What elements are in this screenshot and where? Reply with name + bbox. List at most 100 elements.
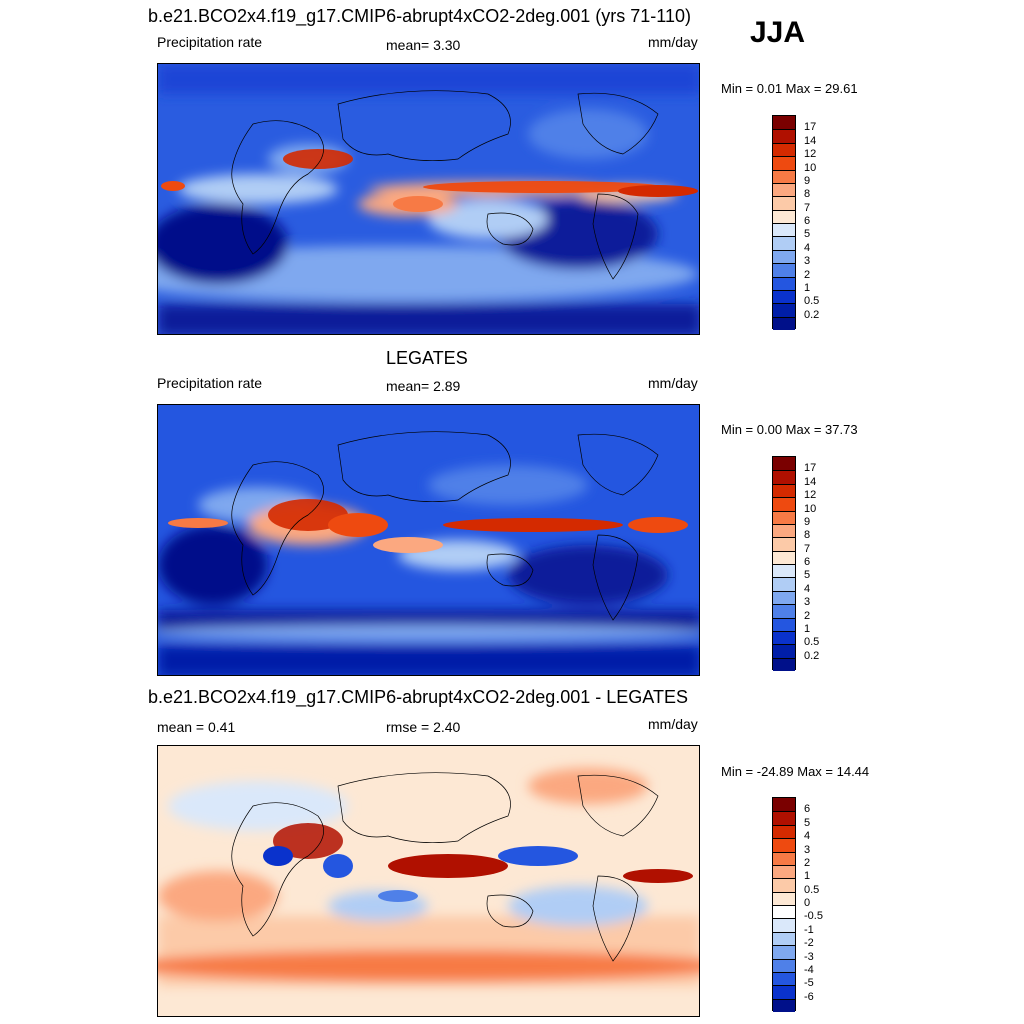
colorbar-segment (773, 630, 795, 645)
colorbar-tick-label: 2 (804, 609, 811, 622)
panel1-mean: mean= 3.30 (386, 37, 461, 53)
colorbar-tick-label: 12 (804, 148, 817, 161)
colorbar-segment (773, 537, 795, 551)
colorbar-segment (773, 644, 795, 658)
colorbar-tick-label: 4 (804, 830, 811, 843)
panel1-left-label: Precipitation rate (157, 34, 263, 50)
panel1-units: mm/day (648, 34, 698, 50)
colorbar-tick-label: 12 (804, 489, 817, 502)
colorbar-segment (773, 971, 795, 986)
colorbar-segment (773, 564, 795, 578)
panel2-minmax: Min = 0.00 Max = 37.73 (721, 422, 858, 437)
colorbar-tick-label: 8 (804, 529, 811, 542)
colorbar-segment (773, 236, 795, 250)
colorbar-segment (773, 918, 795, 932)
colorbar-tick-label: 1 (804, 622, 811, 635)
colorbar-tick-label: 6 (804, 556, 811, 568)
panel2-mean: mean= 2.89 (386, 378, 461, 394)
colorbar-segment (773, 223, 795, 237)
colorbar-tick-label: 0.5 (804, 883, 820, 896)
colorbar-segment (773, 891, 795, 905)
colorbar-tick-label: 1 (804, 281, 811, 294)
colorbar-tick-label: 3 (804, 843, 811, 856)
colorbar-tick-label: 10 (804, 161, 817, 174)
panel1-map (157, 63, 700, 335)
panel3-title: b.e21.BCO2x4.f19_g17.CMIP6-abrupt4xCO2-2… (148, 687, 688, 707)
colorbar-segment (773, 617, 795, 631)
colorbar-segment (773, 838, 795, 852)
colorbar-segment (773, 116, 795, 130)
panel1-minmax: Min = 0.01 Max = 29.61 (721, 81, 858, 96)
colorbar-tick-label: 5 (804, 228, 811, 241)
colorbar-segment (773, 550, 795, 564)
colorbar-segment (773, 657, 795, 671)
colorbar-segment (773, 905, 795, 919)
colorbar-tick-label: -2 (804, 937, 814, 950)
colorbar-tick-label: 6 (804, 215, 811, 227)
colorbar-tick-label: -6 (804, 990, 814, 1003)
colorbar-segment (773, 985, 795, 999)
colorbar-tick-label: -3 (804, 950, 814, 963)
colorbar-segment (773, 129, 795, 143)
colorbar-tick-label: 5 (804, 569, 811, 582)
colorbar-tick-label: 7 (804, 542, 811, 555)
colorbar-segment (773, 303, 795, 317)
colorbar-segment (773, 276, 795, 290)
colorbar-segment (773, 824, 795, 839)
panel3-colorbar (772, 797, 796, 1012)
colorbar-tick-label: 3 (804, 596, 811, 609)
panel2-units: mm/day (648, 375, 698, 391)
colorbar-tick-label: -5 (804, 977, 814, 990)
colorbar-tick-label: 4 (804, 582, 811, 595)
colorbar-segment (773, 945, 795, 959)
panel3-minmax: Min = -24.89 Max = 14.44 (721, 764, 870, 779)
colorbar-tick-label: 3 (804, 255, 811, 268)
colorbar-tick-label: 4 (804, 241, 811, 254)
colorbar-segment (773, 457, 795, 471)
colorbar-segment (773, 289, 795, 304)
panel3-mean: mean = 0.41 (157, 719, 236, 735)
colorbar-tick-label: 0 (804, 897, 811, 909)
panel1-map-field (158, 64, 699, 334)
colorbar-segment (773, 878, 795, 892)
colorbar-tick-label: -1 (804, 923, 814, 936)
colorbar-segment (773, 851, 795, 865)
panel2-title: LEGATES (386, 348, 468, 368)
colorbar-segment (773, 483, 795, 498)
colorbar-segment (773, 263, 795, 277)
colorbar-tick-label: 0.2 (804, 649, 820, 662)
colorbar-tick-label: 5 (804, 816, 811, 829)
colorbar-segment (773, 523, 795, 538)
colorbar-tick-label: 7 (804, 201, 811, 214)
colorbar-tick-label: 6 (804, 803, 811, 816)
colorbar-segment (773, 811, 795, 825)
colorbar-tick-label: -0.5 (804, 910, 823, 923)
colorbar-tick-label: 9 (804, 174, 811, 187)
panel3-map (157, 745, 700, 1017)
colorbar-segment (773, 577, 795, 591)
colorbar-tick-label: 0.2 (804, 308, 820, 321)
colorbar-tick-label: 8 (804, 188, 811, 201)
season-label: JJA (750, 16, 806, 49)
colorbar-segment (773, 864, 795, 879)
colorbar-segment (773, 470, 795, 484)
colorbar-segment (773, 169, 795, 183)
colorbar-segment (773, 958, 795, 972)
colorbar-segment (773, 497, 795, 511)
colorbar-segment (773, 510, 795, 524)
colorbar-segment (773, 196, 795, 210)
colorbar-tick-label: 17 (804, 462, 817, 475)
colorbar-tick-label: 14 (804, 475, 817, 488)
panel2-colorbar (772, 456, 796, 671)
colorbar-tick-label: 2 (804, 268, 811, 281)
colorbar-segment (773, 998, 795, 1012)
panel3-units: mm/day (648, 716, 698, 732)
panel3-map-field (158, 746, 699, 1016)
colorbar-segment (773, 931, 795, 946)
colorbar-tick-label: 14 (804, 134, 817, 147)
colorbar-segment (773, 156, 795, 170)
colorbar-segment (773, 604, 795, 618)
colorbar-segment (773, 798, 795, 812)
colorbar-tick-label: -4 (804, 963, 814, 976)
colorbar-tick-label: 0.5 (804, 636, 820, 649)
